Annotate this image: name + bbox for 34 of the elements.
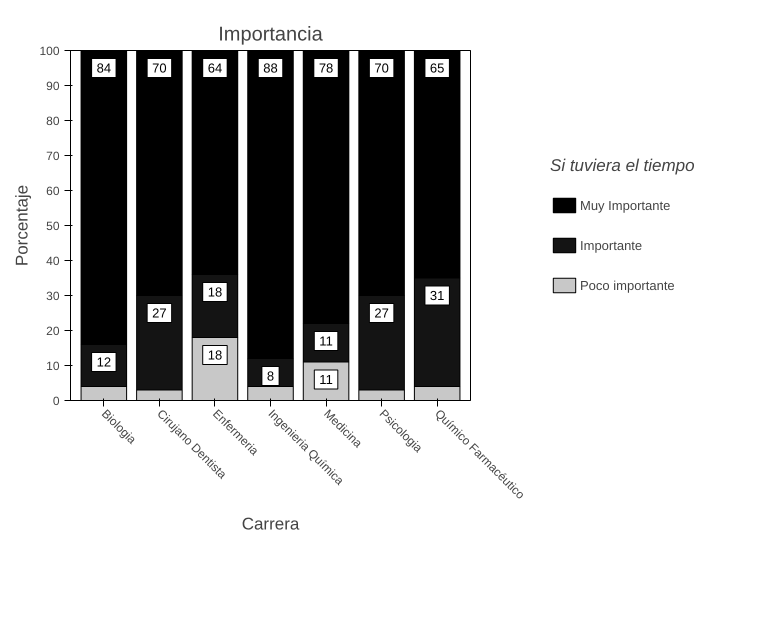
y-tick-label: 0 [52,394,60,408]
y-tick-label: 30 [46,289,60,303]
data-label: 64 [208,60,222,76]
data-label: 78 [318,60,334,76]
data-label: 70 [152,60,167,76]
y-tick-label: 20 [46,324,60,338]
data-label: 18 [208,284,222,300]
chart-title: Importancia [218,24,324,46]
y-tick-label: 80 [46,114,60,128]
legend-label: Muy Importante [580,198,670,212]
data-label: 65 [430,60,444,76]
data-label: 27 [374,306,389,320]
y-tick-label: 60 [46,184,60,198]
y-tick-label: 70 [46,149,60,163]
data-label: 70 [374,60,389,76]
x-axis-title: Carrera [242,514,300,534]
y-axis-title: Porcentaje [12,184,32,266]
y-tick-label: 40 [46,254,60,268]
legend-label: Poco importante [580,278,675,292]
data-label: 84 [96,60,112,76]
data-label: 27 [152,306,167,320]
y-tick-label: 100 [39,44,60,58]
data-label: 8 [266,368,274,384]
data-label: 12 [96,354,112,370]
y-tick-label: 10 [46,359,60,373]
y-tick-label: 50 [46,219,60,233]
legend-title: Si tuviera el tiempo [550,156,695,176]
data-label: 88 [263,60,278,76]
legend-label: Importante [580,238,642,252]
data-label: 18 [208,348,222,362]
data-label: 31 [430,288,444,303]
data-label: 11 [319,372,333,387]
y-tick-label: 90 [46,79,60,93]
data-label: 11 [319,334,333,348]
